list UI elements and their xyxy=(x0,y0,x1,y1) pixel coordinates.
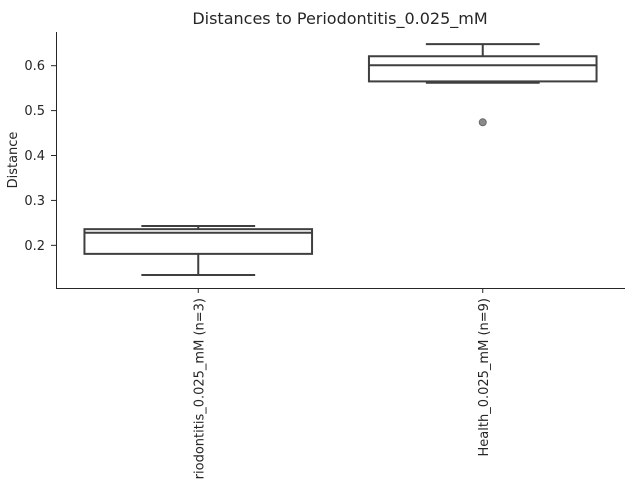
x-tick-group: Periodontitis_0.025_mM (n=3) Health_0.025… xyxy=(192,288,492,480)
y-tick-label: 0.6 xyxy=(24,59,45,74)
box-iqr xyxy=(367,55,598,83)
y-tick-label: 0.5 xyxy=(24,104,45,119)
y-axis-label: Distance xyxy=(6,132,21,189)
y-tick-label: 0.3 xyxy=(24,194,45,209)
x-tick-label: Health_0.025_mM (n=9) xyxy=(477,298,492,456)
outlier-point xyxy=(478,118,487,127)
y-tick-label: 0.4 xyxy=(24,149,45,164)
y-tick-label: 0.2 xyxy=(24,239,45,254)
chart-title: Distances to Periodontitis_0.025_mM xyxy=(192,9,487,29)
x-tick-label: Periodontitis_0.025_mM (n=3) xyxy=(192,298,207,480)
y-tick-group: 0.2 0.3 0.4 0.5 0.6 xyxy=(24,59,56,254)
box-group xyxy=(83,43,598,276)
